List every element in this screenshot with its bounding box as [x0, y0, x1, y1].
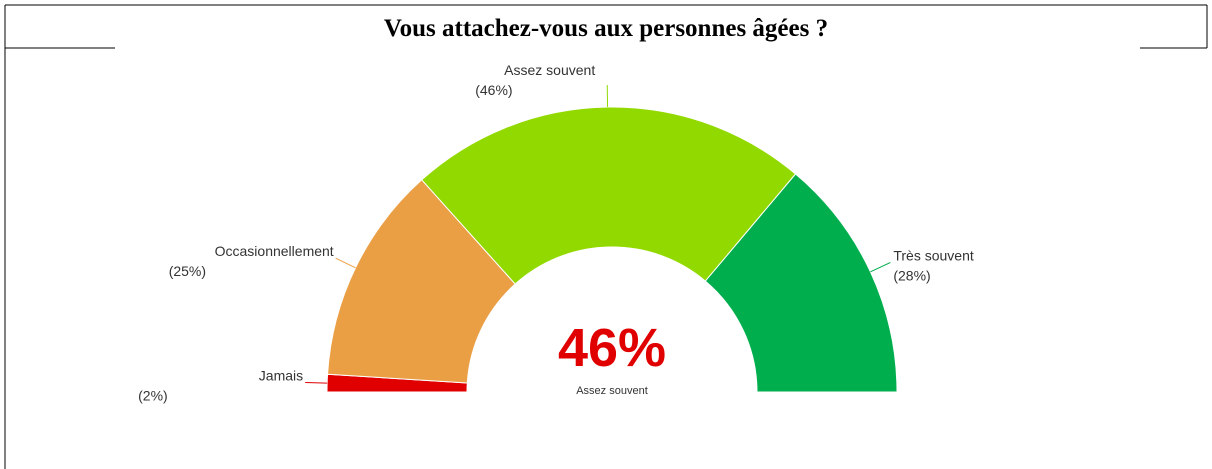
segment-value-label: (28%)	[893, 267, 930, 283]
gauge-segment	[421, 106, 797, 285]
chart-title: Vous attachez-vous aux personnes âgées ?	[384, 15, 828, 42]
segment-label: Occasionnellement	[215, 243, 334, 259]
segment-value-label: (25%)	[169, 263, 206, 279]
segment-value-label: (2%)	[138, 387, 168, 403]
segment-label: Assez souvent	[504, 62, 595, 78]
center-sub-label: Assez souvent	[576, 385, 648, 397]
segment-label: Jamais	[259, 367, 303, 383]
leader-line	[870, 262, 891, 273]
segment-label: Très souvent	[893, 247, 974, 263]
segment-value-label: (46%)	[475, 82, 512, 98]
leader-line	[335, 257, 356, 269]
leader-line	[305, 381, 328, 384]
center-label: 46%	[558, 318, 666, 378]
gauge-segment	[704, 173, 898, 393]
